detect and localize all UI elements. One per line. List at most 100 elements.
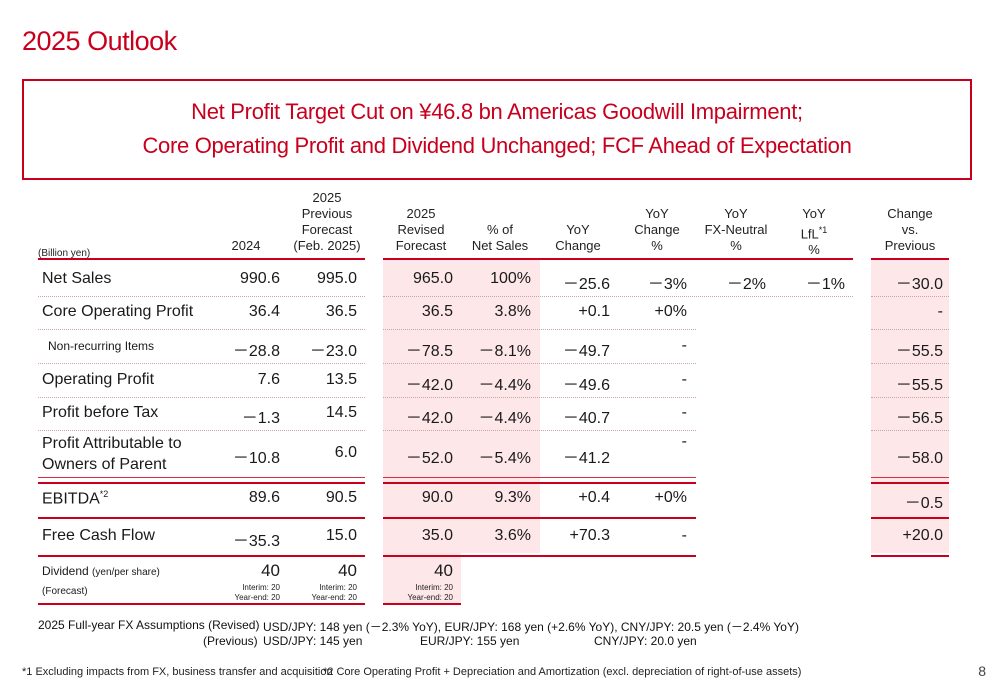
- cell-yoy-pct: -: [681, 336, 687, 354]
- cell-pct-sales: －8.1%: [478, 342, 531, 360]
- fx-revised-cny: CNY/JPY: 20.5 yen (－2.4% YoY): [620, 620, 799, 634]
- cell-pct-sales: －4.4%: [478, 376, 531, 394]
- row-rule: [871, 555, 949, 557]
- dividend-bottom-rule-left: [38, 603, 365, 605]
- column-header-line: Previous: [884, 238, 936, 253]
- column-header-rev: 2025 Revised Forecast: [376, 206, 466, 254]
- row-divider: [871, 296, 949, 297]
- cell-yoy-pct: -: [681, 403, 687, 421]
- cell-vs-prev: －56.5: [895, 409, 943, 427]
- cell-rev: －42.0: [405, 409, 453, 427]
- row-divider: [383, 296, 853, 297]
- cell-yoy: －49.6: [562, 376, 610, 394]
- fx-previous-usd: USD/JPY: 145 yen: [263, 634, 363, 648]
- cell-vs-prev: -: [937, 302, 943, 320]
- row-divider: [38, 363, 365, 364]
- row-divider: [383, 329, 696, 330]
- fx-revised-values: USD/JPY: 148 yen (－2.3% YoY), EUR/JPY: 1…: [263, 618, 799, 635]
- row-label: Profit Attributable to Owners of Parent: [42, 433, 182, 475]
- row-label: Net Sales: [42, 269, 112, 287]
- column-header-line: Forecast: [301, 222, 353, 237]
- row-rule: [383, 555, 696, 557]
- row-label: Core Operating Profit: [42, 302, 194, 320]
- column-header-line: %: [651, 238, 663, 253]
- column-header-line: (Feb. 2025): [293, 238, 361, 253]
- cell-vs-prev: －0.5: [904, 495, 943, 512]
- footnote-1: *1 Excluding impacts from FX, business t…: [22, 666, 333, 678]
- headline-box: Net Profit Target Cut on ¥46.8 bn Americ…: [22, 79, 972, 180]
- footnote-marker: *2: [99, 489, 109, 499]
- cell-pct-sales: 9.3%: [494, 489, 531, 506]
- headline-line-1: Net Profit Target Cut on ¥46.8 bn Americ…: [191, 99, 803, 124]
- page-number: 8: [978, 663, 986, 679]
- cell-pct-sales: －4.4%: [478, 409, 531, 427]
- cell-y2024: 36.4: [248, 302, 280, 320]
- cell-y2024: －10.8: [232, 449, 280, 467]
- dividend-note: (Forecast): [42, 586, 88, 597]
- cell-pct-sales: 100%: [490, 269, 531, 287]
- column-header-line: % of: [486, 222, 513, 237]
- column-header-prev: 2025 Previous Forecast (Feb. 2025): [282, 190, 372, 254]
- cell-vs-prev: －55.5: [895, 342, 943, 360]
- column-header-line: Net Sales: [471, 238, 529, 253]
- cell-prev: 995.0: [316, 269, 357, 287]
- vs-previous-shade: [871, 259, 949, 553]
- cell-rev: 35.0: [421, 527, 453, 544]
- cell-y2024: －35.3: [232, 533, 280, 550]
- dividend-unit: (yen/per share): [92, 567, 160, 578]
- column-header-vs-prev: Change vs. Previous: [865, 206, 955, 254]
- row-label: EBITDA*2: [42, 489, 109, 508]
- cell-prev: －23.0: [309, 342, 357, 360]
- dividend-revised-shade: [383, 553, 461, 603]
- cell-rev: －78.5: [405, 342, 453, 360]
- row-label-line: Owners of Parent: [42, 456, 167, 473]
- dividend-prev-value: 40: [338, 561, 357, 580]
- cell-vs-prev: －58.0: [895, 449, 943, 467]
- cell-y2024: 89.6: [248, 489, 280, 506]
- row-rule: [383, 477, 696, 478]
- row-label: Free Cash Flow: [42, 527, 155, 544]
- cell-yoy: +0.1: [578, 302, 610, 320]
- cell-yoy: +0.4: [578, 489, 610, 506]
- cell-yoy-pct: -: [681, 433, 687, 450]
- column-header-yoy-lfl: YoY LfL*1%: [769, 206, 859, 258]
- cell-prev: 13.5: [325, 370, 357, 388]
- cell-prev: 15.0: [325, 527, 357, 544]
- column-header-line: YoY: [645, 206, 669, 221]
- cell-prev: 36.5: [325, 302, 357, 320]
- column-header-line: 2025: [406, 206, 436, 221]
- column-header-y2024: 2024: [201, 238, 291, 254]
- column-header-line: %: [808, 242, 820, 258]
- footnote-marker: *1: [818, 225, 828, 235]
- cell-vs-prev: +20.0: [902, 527, 943, 544]
- dividend-2024-interim: Interim: 20: [242, 583, 280, 592]
- row-divider: [871, 329, 949, 330]
- cell-yoy: +70.3: [569, 527, 610, 544]
- column-header-line: LfL*1: [800, 225, 828, 242]
- cell-vs-prev: －30.0: [895, 275, 943, 293]
- cell-rev: 36.5: [421, 302, 453, 320]
- row-divider: [38, 397, 365, 398]
- cell-prev: 6.0: [334, 443, 357, 461]
- row-divider: [38, 329, 365, 330]
- row-label: Non-recurring Items: [48, 338, 155, 353]
- row-divider: [871, 430, 949, 431]
- cell-y2024: 7.6: [257, 370, 280, 388]
- cell-rev: 90.0: [421, 489, 453, 506]
- cell-vs-prev: －55.5: [895, 376, 943, 394]
- fx-revised-eur: EUR/JPY: 168 yen (+2.6% YoY),: [444, 620, 621, 634]
- column-header-line: Previous: [301, 206, 353, 221]
- cell-yoy: －49.7: [562, 342, 610, 360]
- row-divider: [383, 363, 696, 364]
- dividend-2024-yearend: Year-end: 20: [234, 593, 280, 602]
- row-label-line: Profit Attributable to: [42, 435, 182, 452]
- cell-yoy-pct: +0%: [654, 302, 687, 320]
- dividend-label-text: Dividend: [42, 564, 89, 578]
- row-label: Profit before Tax: [42, 403, 159, 421]
- row-label: Operating Profit: [42, 370, 155, 388]
- column-header-yoy-pct: YoY Change%: [612, 206, 702, 254]
- fx-previous-label: (Previous): [203, 634, 258, 648]
- cell-yoy-pct: +0%: [654, 489, 687, 506]
- fx-revised-label: (Revised): [208, 618, 260, 632]
- cell-y2024: －28.8: [232, 342, 280, 360]
